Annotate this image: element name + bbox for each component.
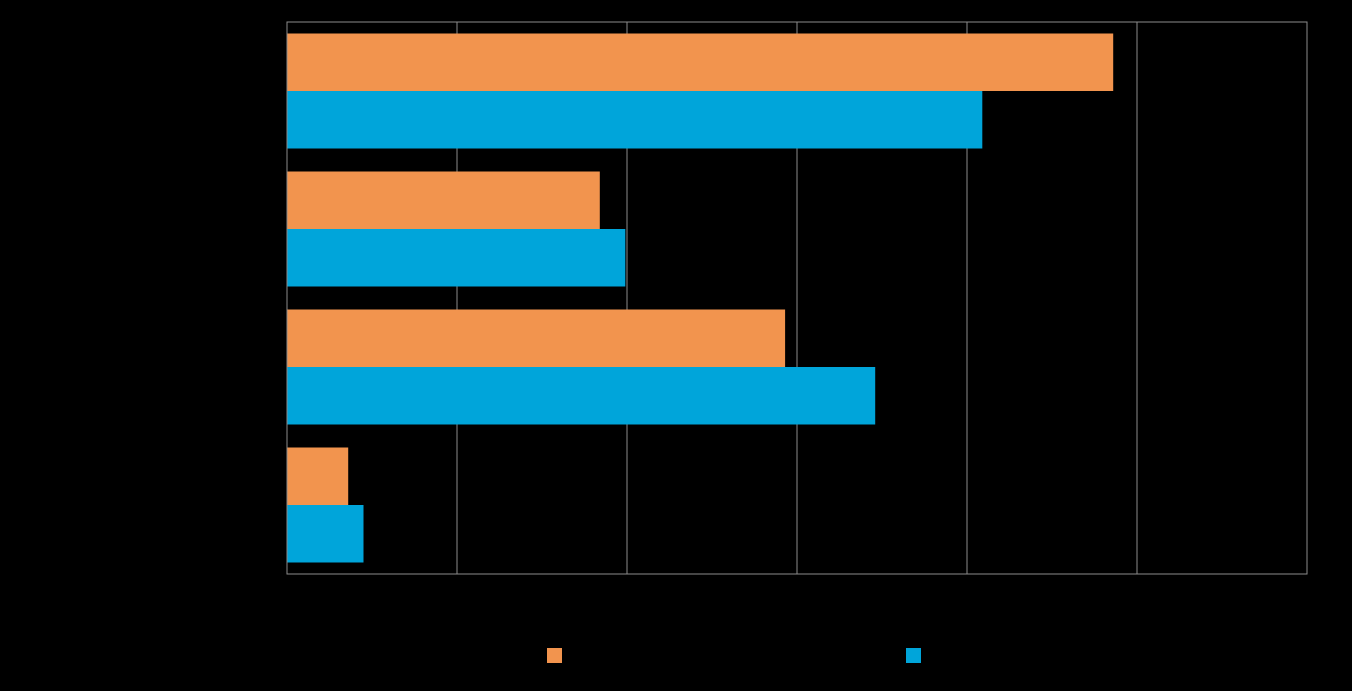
plot-area-border [286,21,1308,575]
bar-series-1-category-2 [287,171,600,229]
bar-series-1-category-3 [287,309,786,367]
bar-series-1-category-4 [287,447,349,505]
legend-swatch-series-1 [547,648,562,663]
bar-series-2-category-4 [287,505,364,563]
legend-swatch-series-2 [906,648,921,663]
bar-series-2-category-2 [287,229,626,287]
bar-series-1-category-1 [287,33,1114,91]
bar-series-2-category-3 [287,367,876,425]
bar-series-2-category-1 [287,91,983,149]
legend-entry-series-1 [547,648,570,663]
legend-entry-series-2 [906,648,929,663]
chart-bars [287,33,1114,563]
